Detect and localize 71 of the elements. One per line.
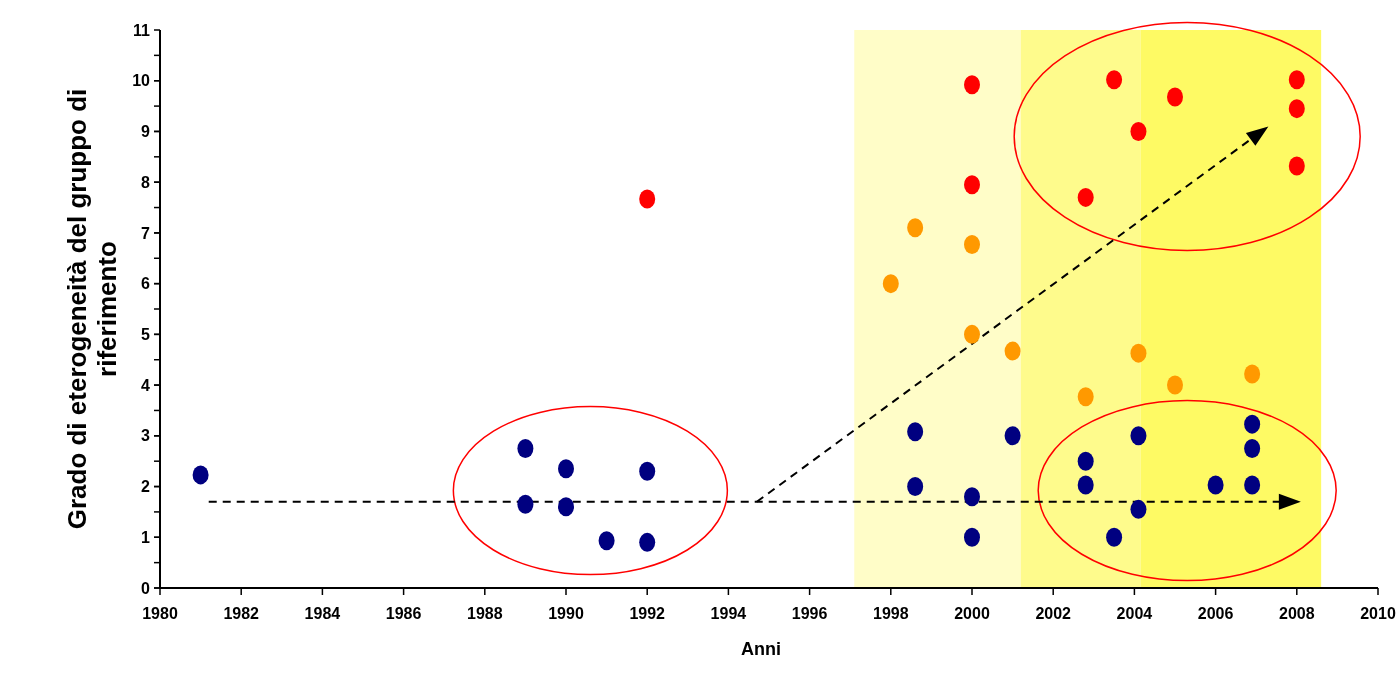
- point: [598, 531, 615, 551]
- y-tick-label: 4: [141, 376, 151, 394]
- point: [558, 497, 574, 517]
- point: [1130, 343, 1147, 363]
- point: [1077, 187, 1094, 207]
- x-tick-label: 1982: [223, 605, 260, 622]
- point: [639, 532, 656, 552]
- point: [964, 487, 980, 507]
- point: [1288, 70, 1305, 90]
- point: [1077, 475, 1094, 495]
- x-tick-label: 1992: [629, 605, 666, 622]
- x-tick-label: 1996: [791, 605, 828, 622]
- point: [1130, 121, 1147, 141]
- point: [1130, 499, 1147, 519]
- point: [882, 274, 899, 294]
- y-tick-label: 11: [133, 21, 151, 39]
- point: [1004, 426, 1021, 446]
- y-tick-label: 7: [141, 224, 151, 242]
- point: [517, 439, 534, 458]
- x-tick-label: 1998: [873, 605, 909, 622]
- point: [907, 477, 924, 497]
- x-tick-label: 2010: [1360, 605, 1396, 622]
- y-tick-label: 10: [132, 72, 151, 90]
- point: [1167, 375, 1183, 395]
- point: [1244, 475, 1261, 495]
- point: [1106, 70, 1123, 90]
- point: [1077, 451, 1094, 471]
- point: [1130, 426, 1147, 446]
- x-tick-label: 1990: [548, 605, 584, 622]
- point: [1077, 387, 1094, 407]
- point: [1167, 87, 1183, 107]
- point: [964, 324, 980, 344]
- y-tick-label: 3: [141, 427, 151, 445]
- point: [1288, 99, 1305, 119]
- point: [1288, 156, 1305, 176]
- point: [964, 527, 980, 547]
- y-tick-label: 1: [141, 528, 151, 546]
- point: [192, 465, 209, 485]
- y-tick-label: 5: [141, 325, 151, 343]
- y-tick-label: 2: [141, 478, 151, 496]
- point: [907, 218, 924, 238]
- x-tick-label: 2006: [1197, 605, 1234, 622]
- point: [1244, 439, 1261, 458]
- point: [517, 494, 534, 514]
- x-tick-label: 2000: [954, 605, 990, 622]
- x-tick-label: 1994: [710, 605, 747, 622]
- point: [1004, 341, 1021, 361]
- x-tick-label: 2002: [1035, 605, 1072, 622]
- point: [558, 459, 574, 479]
- point: [964, 235, 980, 255]
- y-axis-title: Grado di eterogeneità del gruppo di riferimento: [62, 88, 122, 530]
- point: [964, 175, 980, 195]
- x-tick-label: 1986: [385, 605, 422, 622]
- x-tick-label: 1984: [304, 605, 341, 622]
- y-tick-label: 9: [141, 123, 151, 141]
- point: [639, 461, 656, 481]
- y-tick-label: 0: [141, 579, 151, 597]
- x-tick-label: 1988: [467, 605, 503, 622]
- point: [639, 189, 656, 209]
- point: [1244, 364, 1261, 384]
- y-tick-label: 8: [141, 173, 151, 191]
- x-tick-label: 2008: [1279, 605, 1315, 622]
- point: [1207, 475, 1224, 495]
- point: [1244, 414, 1261, 434]
- point: [964, 75, 980, 95]
- x-tick-label: 2004: [1116, 605, 1153, 622]
- x-axis-title: Anni: [741, 639, 781, 659]
- point: [907, 422, 924, 442]
- x-tick-label: 1980: [142, 605, 178, 622]
- point: [1106, 527, 1123, 547]
- y-tick-label: 6: [141, 275, 151, 293]
